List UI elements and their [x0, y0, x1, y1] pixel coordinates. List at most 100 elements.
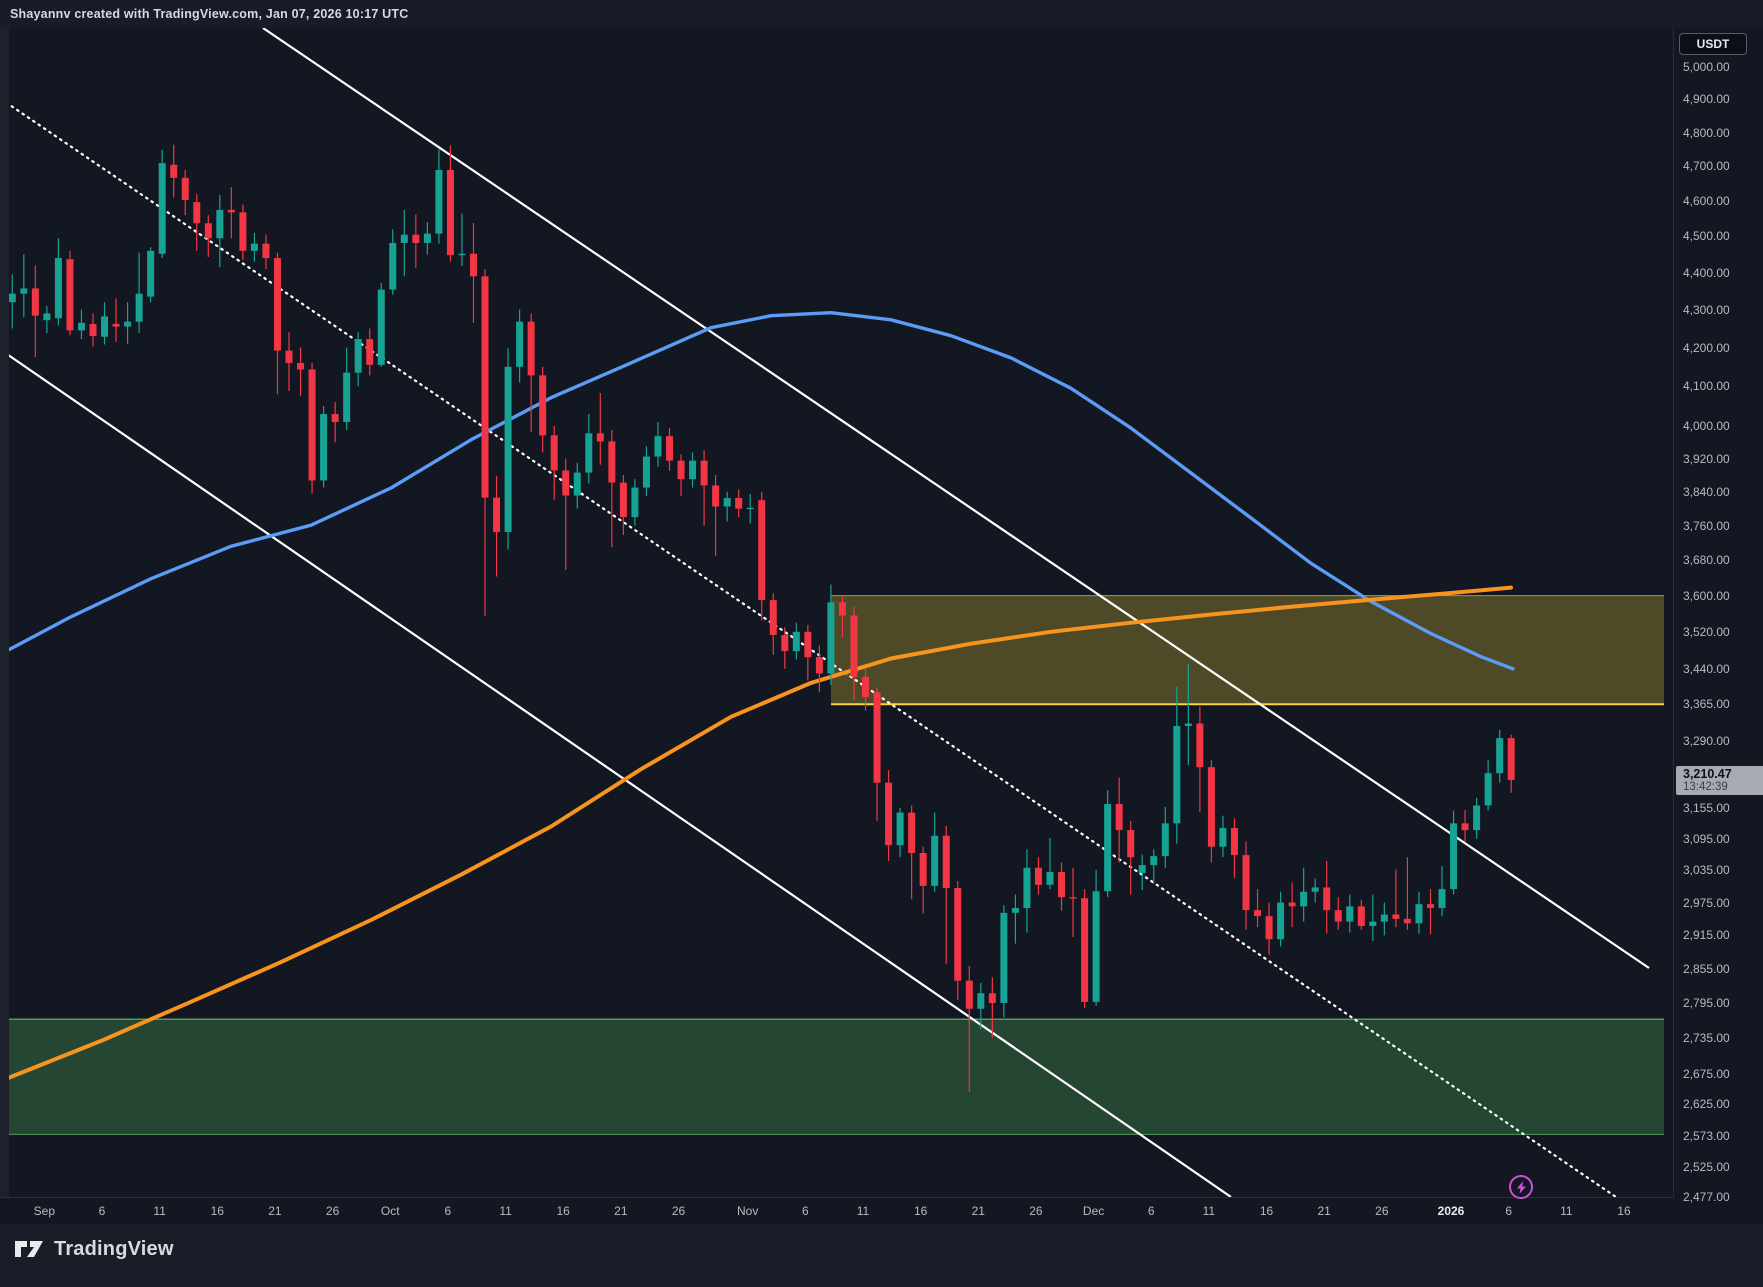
candle-body[interactable] [1254, 910, 1262, 917]
candle-body[interactable] [181, 177, 189, 201]
candle-body[interactable] [666, 436, 673, 461]
candle-body[interactable] [758, 500, 766, 601]
candle-body[interactable] [931, 835, 939, 886]
candle-body[interactable] [769, 600, 777, 636]
candle-body[interactable] [1380, 914, 1388, 922]
candle-body[interactable] [908, 812, 916, 854]
candle-body[interactable] [1323, 887, 1331, 911]
candle-body[interactable] [1173, 725, 1181, 824]
price-chart[interactable] [0, 28, 1664, 1197]
candle-body[interactable] [43, 313, 51, 321]
candle-body[interactable] [1081, 898, 1089, 1002]
candle-body[interactable] [1369, 921, 1377, 926]
candle-body[interactable] [954, 888, 962, 981]
candle-body[interactable] [977, 993, 985, 1009]
candle-body[interactable] [988, 993, 996, 1003]
candle-body[interactable] [1450, 823, 1458, 890]
candle-body[interactable] [919, 853, 927, 886]
candle-body[interactable] [504, 366, 512, 533]
candle-body[interactable] [642, 456, 650, 488]
candle-body[interactable] [1104, 803, 1112, 892]
candle-body[interactable] [1426, 904, 1434, 908]
candle-body[interactable] [1461, 823, 1469, 831]
candle-body[interactable] [735, 498, 743, 509]
candle-body[interactable] [1288, 902, 1296, 907]
candle-body[interactable] [746, 507, 754, 510]
candle-body[interactable] [550, 435, 558, 471]
candle-body[interactable] [781, 635, 789, 652]
candle-body[interactable] [723, 498, 731, 507]
candle-body[interactable] [527, 321, 535, 376]
candle-body[interactable] [1473, 805, 1481, 831]
candle-body[interactable] [481, 276, 489, 498]
candle-body[interactable] [250, 243, 258, 251]
candle-body[interactable] [216, 209, 224, 239]
candle-body[interactable] [1230, 828, 1238, 856]
demand-zone[interactable] [0, 1019, 1664, 1135]
candle-body[interactable] [850, 615, 858, 677]
candle-body[interactable] [792, 631, 800, 652]
candle-body[interactable] [412, 234, 420, 243]
candle-body[interactable] [1496, 738, 1504, 774]
candle-body[interactable] [1392, 914, 1400, 919]
candle-body[interactable] [446, 169, 454, 256]
candle-body[interactable] [1277, 902, 1285, 940]
candle-body[interactable] [815, 657, 823, 674]
candle-body[interactable] [135, 293, 143, 322]
candle-body[interactable] [1046, 872, 1054, 885]
candle-body[interactable] [539, 375, 547, 436]
candle-body[interactable] [654, 436, 662, 457]
candle-body[interactable] [1346, 906, 1354, 922]
candle-body[interactable] [838, 602, 846, 616]
candle-body[interactable] [423, 233, 431, 243]
candle-body[interactable] [458, 253, 466, 256]
candle-body[interactable] [435, 169, 443, 234]
candle-body[interactable] [193, 202, 201, 224]
candle-body[interactable] [1058, 872, 1066, 898]
candle-body[interactable] [54, 258, 62, 319]
candle-body[interactable] [273, 258, 281, 351]
candle-body[interactable] [1300, 891, 1308, 907]
candle-body[interactable] [827, 602, 835, 674]
candle-body[interactable] [354, 339, 362, 373]
candle-body[interactable] [862, 676, 870, 698]
candle-body[interactable] [124, 321, 132, 327]
time-axis[interactable]: Sep 6 11 16 21 26 Oct 6 11 16 21 26 Nov 6 11 16 21 26 Dec 6… [0, 1197, 1674, 1225]
candle-body[interactable] [400, 234, 408, 243]
ma-fast-blue[interactable] [0, 311, 1515, 671]
candle-body[interactable] [712, 485, 720, 507]
candle-body[interactable] [389, 242, 397, 290]
candle-body[interactable] [562, 470, 570, 496]
candle-body[interactable] [1334, 910, 1342, 922]
candle-body[interactable] [1357, 906, 1365, 926]
candle-body[interactable] [585, 433, 593, 473]
candle-body[interactable] [1127, 830, 1135, 858]
candle-body[interactable] [1011, 907, 1019, 913]
trendline-channel-bottom[interactable] [0, 349, 1232, 1197]
candle-body[interactable] [1000, 912, 1008, 1003]
candle-body[interactable] [77, 322, 85, 331]
candle-body[interactable] [1034, 867, 1042, 885]
candle-body[interactable] [1484, 773, 1492, 806]
candle-body[interactable] [965, 980, 973, 1009]
candle-body[interactable] [20, 288, 28, 294]
candle-body[interactable] [1161, 823, 1169, 857]
candle-body[interactable] [1207, 767, 1215, 847]
candle-body[interactable] [573, 472, 581, 496]
candle-body[interactable] [170, 164, 178, 178]
candle-body[interactable] [1415, 904, 1423, 924]
candle-body[interactable] [112, 323, 120, 327]
candle-body[interactable] [469, 253, 477, 277]
candle-body[interactable] [896, 812, 904, 846]
candle-body[interactable] [677, 460, 685, 480]
ma-slow-orange[interactable] [0, 585, 1513, 1083]
candle-body[interactable] [147, 250, 155, 297]
candle-body[interactable] [66, 259, 74, 331]
candle-body[interactable] [1023, 867, 1031, 908]
trendline-channel-top[interactable] [262, 28, 1650, 969]
candle-body[interactable] [873, 692, 881, 783]
candle-body[interactable] [1265, 916, 1273, 940]
candle-body[interactable] [8, 293, 16, 303]
candle-body[interactable] [1184, 723, 1192, 726]
candle-body[interactable] [631, 487, 639, 518]
